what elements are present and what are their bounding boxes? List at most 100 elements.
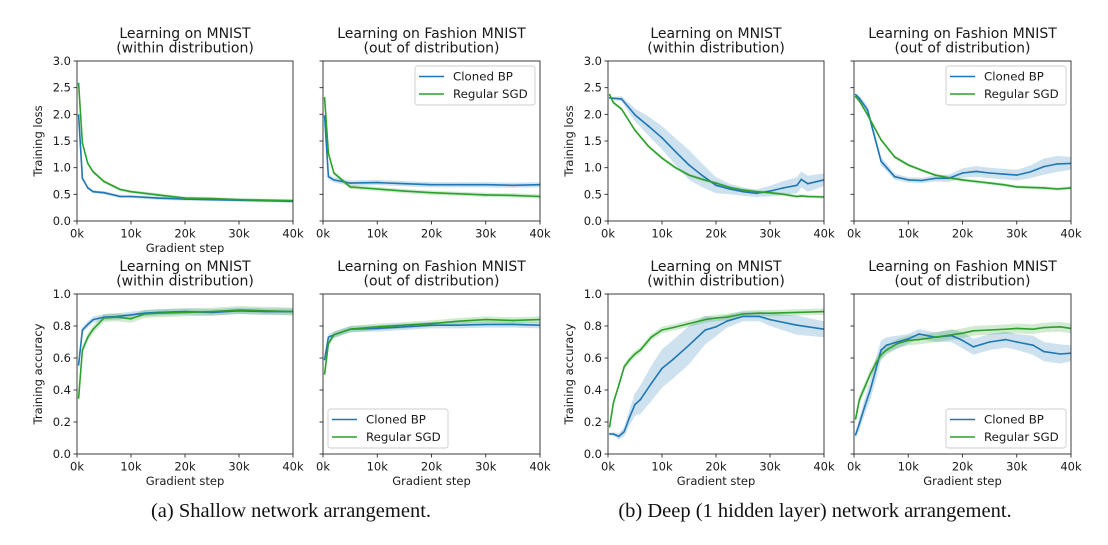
series-line-cloned-bp	[323, 115, 540, 187]
data-point	[119, 195, 121, 198]
data-point	[628, 416, 631, 419]
data-point	[961, 179, 964, 181]
data-point	[988, 182, 991, 184]
series-line-regular-sgd	[855, 96, 1071, 190]
data-point	[650, 382, 652, 385]
y-axis-label: Training accuracy	[31, 323, 45, 425]
data-point	[1043, 165, 1045, 168]
data-point	[961, 332, 964, 335]
data-point	[612, 97, 615, 100]
x-tick-label: 40k	[813, 460, 835, 474]
data-point	[880, 139, 882, 141]
chart-title: Learning on Fashion MNIST	[868, 26, 1057, 42]
data-point	[688, 344, 690, 347]
data-point	[157, 194, 159, 196]
data-point	[728, 186, 731, 189]
data-point	[81, 142, 84, 144]
data-point	[323, 373, 326, 375]
data-point	[688, 322, 690, 325]
data-point	[864, 405, 866, 407]
x-axis-label: Gradient step	[392, 474, 471, 488]
data-point	[688, 164, 690, 166]
x-tick-label: 0k	[70, 227, 84, 241]
chart-title: Learning on MNIST	[119, 26, 251, 42]
data-point	[634, 114, 636, 116]
chart-title: Learning on MNIST	[119, 259, 251, 275]
data-point	[948, 177, 950, 179]
x-tick-label: 30k	[228, 460, 250, 474]
x-tick-label: 30k	[475, 460, 497, 474]
legend-box	[945, 65, 1067, 106]
data-point	[612, 433, 615, 435]
chart-panel: 0k 10k 20k 30k 40k 0.0 0.5 1.0 1.5 2.0 2.5 3.0 Learn…	[562, 26, 835, 241]
data-point	[869, 373, 872, 375]
data-point	[661, 329, 663, 331]
data-point	[800, 178, 803, 181]
x-tick-label: 20k	[705, 227, 727, 241]
data-point	[796, 184, 798, 187]
x-tick-label: 0k	[847, 227, 861, 241]
data-point	[512, 194, 514, 197]
legend-box	[327, 408, 449, 449]
chart-title: Learning on Fashion MNIST	[337, 26, 526, 42]
data-point	[647, 125, 650, 127]
chart-title: Learning on Fashion MNIST	[868, 259, 1057, 275]
data-point	[1016, 174, 1018, 176]
data-point	[704, 318, 706, 321]
data-point	[864, 386, 866, 388]
data-point	[782, 187, 785, 189]
data-point	[639, 398, 642, 401]
data-point	[715, 182, 717, 184]
data-point	[807, 182, 809, 185]
x-tick-label: 0k	[601, 460, 615, 474]
data-point	[119, 188, 121, 191]
data-point	[866, 114, 869, 116]
y-tick-label: 1.5	[53, 134, 71, 148]
data-point	[688, 174, 690, 176]
data-point	[485, 194, 487, 196]
y-tick-label: 2.0	[53, 107, 71, 121]
x-tick-label: 30k	[1006, 460, 1028, 474]
legend-label: Cloned BP	[984, 413, 1044, 427]
data-point	[918, 333, 920, 335]
data-point	[961, 172, 964, 174]
data-point	[620, 108, 623, 110]
y-axis-label: Training accuracy	[562, 323, 576, 425]
x-tick-label: 10k	[120, 460, 142, 474]
std-band-cloned-bp	[609, 311, 824, 440]
data-point	[130, 318, 132, 320]
data-point	[92, 318, 94, 321]
legend-label: Cloned BP	[984, 70, 1044, 84]
data-point	[661, 157, 663, 159]
y-tick-label: 0.5	[53, 187, 71, 201]
data-point	[726, 316, 728, 319]
data-point	[1016, 327, 1018, 330]
data-point	[854, 434, 857, 436]
data-point	[238, 198, 240, 201]
data-point	[715, 317, 717, 319]
data-point	[130, 314, 132, 316]
data-point	[87, 162, 89, 165]
caption-shallow: (a) Shallow network arrangement.	[150, 500, 432, 522]
std-band-regular-sgd	[324, 316, 540, 378]
data-point	[623, 366, 625, 368]
legend-label: Cloned BP	[366, 413, 426, 427]
chart-title: (out of distribution)	[363, 274, 499, 290]
data-point	[885, 349, 888, 351]
y-tick-label: 3.0	[53, 54, 71, 68]
legend-label: Cloned BP	[453, 70, 513, 84]
data-point	[858, 97, 861, 100]
legend-box	[414, 65, 536, 106]
data-point	[403, 190, 406, 192]
data-point	[874, 362, 877, 365]
std-band-cloned-bp	[324, 113, 540, 188]
chart-title: (within distribution)	[647, 41, 785, 57]
data-point	[1059, 326, 1061, 328]
x-tick-label: 20k	[421, 460, 443, 474]
data-point	[349, 182, 351, 184]
data-point	[376, 181, 379, 184]
y-tick-label: 1.0	[53, 161, 71, 175]
x-tick-label: 10k	[367, 227, 389, 241]
chart-panel: 0k 10k 20k 30k 40k Learning on Fashion MNIST(…	[316, 26, 551, 241]
data-point	[349, 186, 351, 188]
